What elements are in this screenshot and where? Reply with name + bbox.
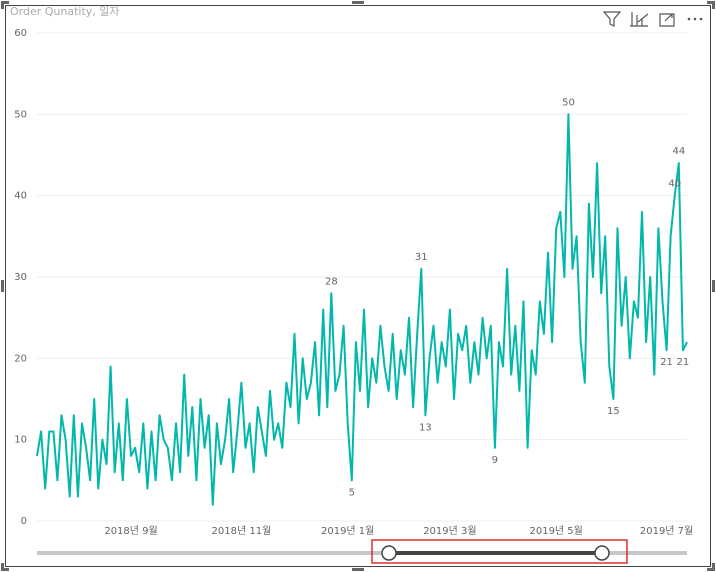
data-label: 15 — [607, 406, 620, 417]
x-tick-label: 2019년 5월 — [529, 525, 582, 537]
slider-handle[interactable] — [594, 545, 610, 561]
chart-title: Order Qunatity, 일자 — [10, 4, 120, 18]
y-tick-label: 20 — [14, 353, 27, 364]
data-label: 28 — [325, 276, 338, 287]
y-tick-label: 60 — [14, 28, 27, 39]
y-tick-label: 30 — [14, 272, 27, 283]
slider-handle[interactable] — [381, 545, 397, 561]
y-tick-label: 0 — [21, 516, 27, 527]
focus-icon[interactable] — [659, 13, 675, 27]
frame — [5, 5, 711, 567]
highlight-box — [371, 539, 628, 564]
x-tick-label: 2019년 1월 — [321, 525, 374, 537]
data-label: 44 — [672, 146, 685, 157]
x-tick-label: 2018년 11월 — [212, 525, 272, 537]
more-icon[interactable] — [687, 17, 703, 21]
data-label: 13 — [419, 422, 432, 433]
data-label: 5 — [349, 487, 355, 498]
y-tick-label: 40 — [14, 191, 27, 202]
filter-icon[interactable] — [602, 11, 622, 27]
data-label: 50 — [562, 97, 575, 108]
data-label: 9 — [492, 455, 498, 466]
x-tick-label: 2018년 9월 — [104, 525, 157, 537]
data-label: 31 — [415, 252, 428, 263]
x-tick-label: 2019년 3월 — [423, 525, 476, 537]
line — [36, 113, 688, 506]
data-label: 40 — [668, 179, 681, 190]
data-label: 21 — [660, 357, 673, 368]
x-tick-label: 2019년 7월 — [640, 525, 693, 537]
y-tick-label: 10 — [14, 435, 27, 446]
y-tick-label: 50 — [14, 109, 27, 120]
data-label: 21 — [677, 357, 690, 368]
drill-icon[interactable] — [630, 12, 649, 27]
